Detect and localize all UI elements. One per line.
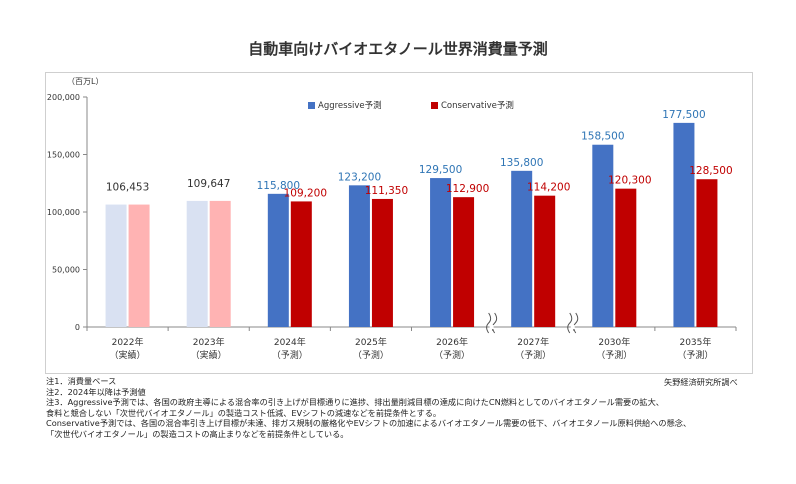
x-tick-label: 2024年 <box>274 336 306 348</box>
bar-aggressive <box>592 144 614 327</box>
footnote-4-cont: 「次世代バイオエタノール」の製造コストの高止まりなどを前提条件としている。 <box>46 428 349 439</box>
legend-label-aggressive: Aggressive予測 <box>318 100 382 111</box>
data-label-actual: 106,453 <box>106 182 149 194</box>
bar-conservative <box>615 188 637 327</box>
axis-break-gap <box>570 325 575 329</box>
legend-swatch-aggressive <box>308 102 315 109</box>
bar-aggressive <box>511 170 533 327</box>
footnote-4: Conservative予測では、各国の混合率引き上げ目標が未達、排ガス規制の厳… <box>46 418 692 429</box>
y-tick-label: 50,000 <box>52 266 80 275</box>
chart-frame <box>45 72 753 374</box>
bar-aggressive <box>348 185 370 327</box>
x-tick-label: 2022年 <box>112 336 144 348</box>
axis-break-icon <box>573 312 579 334</box>
data-label-aggressive: 135,800 <box>500 157 543 169</box>
x-tick-sublabel: （予測） <box>677 349 713 361</box>
data-label-conservative: 120,300 <box>608 175 651 187</box>
data-label-aggressive: 177,500 <box>662 109 705 121</box>
y-tick-label: 200,000 <box>47 93 80 102</box>
footnote-3: 注3．Aggressive予測では、各国の政府主導による混合率の引き上げが目標通… <box>46 397 664 408</box>
footnote-3-cont: 食料と競合しない「次世代バイオエタノール」の製造コスト低減、EVシフトの減速など… <box>46 407 442 418</box>
bar-aggressive <box>267 193 289 327</box>
x-tick-sublabel: （実績） <box>191 349 227 361</box>
data-label-conservative: 109,200 <box>284 187 327 199</box>
data-label-aggressive: 115,800 <box>257 180 300 192</box>
bar-aggressive <box>105 204 127 327</box>
bar-conservative <box>453 197 475 327</box>
data-label-conservative: 128,500 <box>689 165 732 177</box>
axis-break-icon <box>492 312 498 334</box>
footnote-2: 注2．2024年以降は予測値 <box>46 386 146 397</box>
x-tick-sublabel: （予測） <box>515 349 551 361</box>
data-label-conservative: 111,350 <box>365 185 408 197</box>
y-tick-label: 100,000 <box>47 208 80 217</box>
footnotes: 注1．消費量ベース 注2．2024年以降は予測値 注3．Aggressive予測… <box>46 376 692 440</box>
y-tick-label: 0 <box>75 323 80 332</box>
x-tick-label: 2027年 <box>517 336 549 348</box>
y-tick-label: 150,000 <box>47 151 80 160</box>
bar-conservative <box>371 198 393 327</box>
bar-aggressive <box>673 122 695 327</box>
source-note: 矢野経済研究所調べ <box>664 377 738 387</box>
data-label-actual: 109,647 <box>187 178 230 190</box>
bar-aggressive <box>430 178 452 327</box>
bar-aggressive <box>186 200 208 327</box>
data-label-conservative: 112,900 <box>446 183 489 195</box>
bar-conservative <box>209 200 231 327</box>
bar-conservative <box>696 179 718 327</box>
bar-conservative <box>128 204 150 327</box>
bar-conservative <box>290 201 312 327</box>
bar-conservative <box>534 195 556 327</box>
data-label-aggressive: 158,500 <box>581 131 624 143</box>
x-tick-sublabel: （予測） <box>353 349 389 361</box>
legend-label-conservative: Conservative予測 <box>441 100 514 111</box>
data-label-aggressive: 129,500 <box>419 164 462 176</box>
x-tick-label: 2030年 <box>598 336 630 348</box>
footnote-1: 注1．消費量ベース <box>46 376 117 386</box>
axis-break-icon <box>567 312 573 334</box>
chart-title: 自動車向けバイオエタノール世界消費量予測 <box>248 40 548 58</box>
x-tick-sublabel: （実績） <box>110 349 146 361</box>
axis-break-gap <box>489 325 494 329</box>
data-label-conservative: 114,200 <box>527 182 570 194</box>
x-tick-sublabel: （予測） <box>434 349 470 361</box>
x-tick-label: 2035年 <box>679 336 711 348</box>
x-tick-label: 2026年 <box>436 336 468 348</box>
axis-break-icon <box>486 312 492 334</box>
data-label-aggressive: 123,200 <box>338 171 381 183</box>
x-tick-label: 2023年 <box>193 336 225 348</box>
y-unit-label: （百万L） <box>67 77 103 86</box>
legend-swatch-conservative <box>431 102 438 109</box>
x-tick-sublabel: （予測） <box>272 349 308 361</box>
x-tick-label: 2025年 <box>355 336 387 348</box>
x-tick-sublabel: （予測） <box>596 349 632 361</box>
